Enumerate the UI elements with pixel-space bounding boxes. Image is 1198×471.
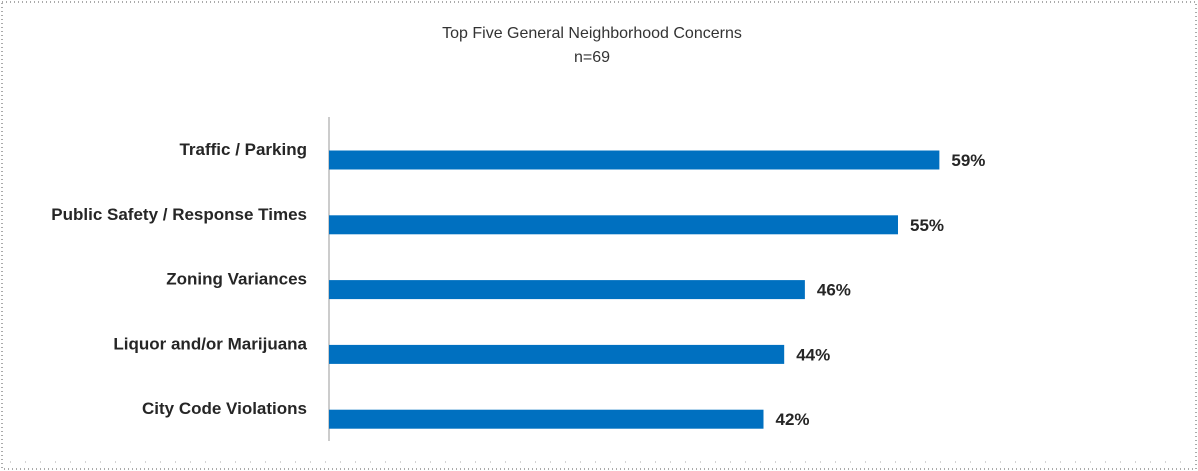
bars-layer: Traffic / Parking 59% Public Safety / Resp… <box>51 140 985 429</box>
category-label: Public Safety / Response Times <box>51 205 307 224</box>
bar-0 <box>329 150 940 170</box>
category-label: Zoning Variances <box>166 270 307 289</box>
bar-3 <box>329 344 785 364</box>
category-label: Traffic / Parking <box>179 140 307 159</box>
category-label: Liquor and/or Marijuana <box>113 334 307 353</box>
data-label: 46% <box>817 281 851 300</box>
data-label: 42% <box>776 410 810 429</box>
chart-subtitle: n=69 <box>574 49 610 66</box>
bar-1 <box>329 215 898 235</box>
category-label: City Code Violations <box>142 399 307 418</box>
data-label: 55% <box>910 216 944 235</box>
bar-4 <box>329 409 764 429</box>
data-label: 59% <box>951 151 985 170</box>
chart-title: Top Five General Neighborhood Concerns <box>442 25 742 42</box>
data-label: 44% <box>796 345 830 364</box>
bar-2 <box>329 280 805 300</box>
